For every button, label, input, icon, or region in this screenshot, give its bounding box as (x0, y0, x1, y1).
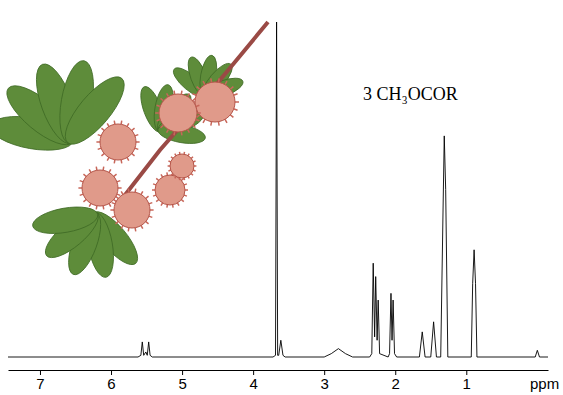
fruit (110, 189, 153, 232)
x-tick-label: 2 (392, 375, 400, 392)
x-axis-title: ppm (530, 375, 559, 392)
x-tick: 6 (107, 370, 115, 392)
fruit (191, 78, 239, 125)
leaf-lobe (31, 203, 100, 238)
x-tick-label: 6 (107, 375, 115, 392)
x-tick-label: 3 (321, 375, 329, 392)
x-tick: 3 (321, 370, 329, 392)
x-tick-label: 7 (36, 375, 44, 392)
fruit-body (170, 154, 194, 178)
x-tick-label: 5 (178, 375, 186, 392)
fruit (168, 152, 197, 180)
fruit-body (100, 124, 136, 160)
x-tick-label: 4 (249, 375, 257, 392)
x-tick-label: 1 (463, 375, 471, 392)
x-axis: 7 6 5 4 3 2 1 (9, 370, 549, 392)
x-tick: 4 (249, 370, 257, 392)
fruit-body (155, 175, 185, 205)
fruit-body (114, 192, 150, 228)
fruit-body (159, 94, 197, 132)
stem (125, 22, 268, 195)
fruit-body (82, 170, 118, 206)
x-tick: 2 (392, 370, 400, 392)
plot-area (8, 22, 548, 357)
x-tick: 7 (36, 370, 44, 392)
spectrum-line (8, 22, 548, 357)
x-tick: 5 (178, 370, 186, 392)
fruit-body (195, 82, 235, 122)
fruit (96, 121, 139, 164)
plant-illustration (0, 22, 268, 295)
x-axis-line (9, 370, 549, 371)
annotation: 3 CH₃OCOR (363, 84, 458, 104)
leaf (0, 38, 148, 181)
chart: 7 6 5 4 3 2 1 ppm 3 CH₃OCOR (0, 0, 563, 395)
x-tick: 1 (463, 370, 471, 392)
fruit (155, 91, 201, 136)
